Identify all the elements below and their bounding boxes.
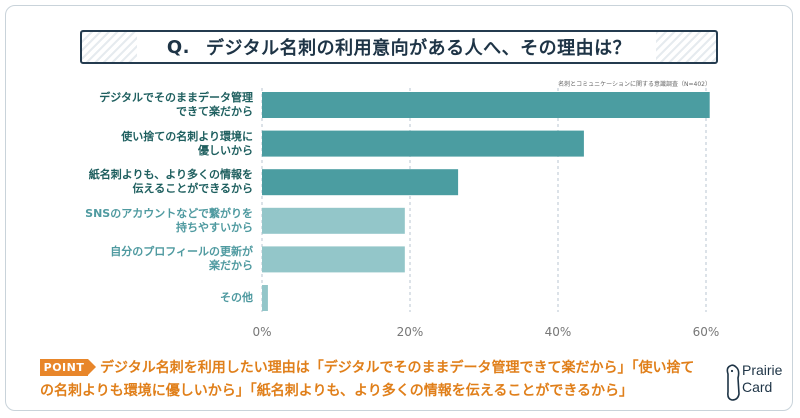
logo-line-2: Card: [742, 379, 773, 395]
bar-4: [262, 246, 405, 273]
bar-1: [262, 130, 584, 157]
x-tick-label: 0%: [252, 325, 271, 339]
bar-2: [262, 169, 459, 196]
x-tick-label: 40%: [545, 325, 572, 339]
category-label: 自分のプロフィールの更新が 楽だから: [110, 245, 253, 273]
point-line-2: の名刺よりも環境に優しいから」「紙名刺よりも、より多くの情報を伝えることができる…: [40, 383, 634, 399]
category-label: その他: [220, 291, 253, 304]
category-label: SNSのアカウントなどで繋がりを 持ちやすいから: [85, 206, 253, 234]
question-label: Q.: [166, 36, 190, 58]
bar-3: [262, 207, 405, 234]
logo-line-1: Prairie: [742, 362, 783, 378]
bar-0: [262, 92, 710, 118]
bar-5: [262, 285, 268, 311]
point-line-1: デジタル名刺を利用したい理由は「デジタルでそのままデータ管理できて楽だから」「使…: [100, 360, 695, 376]
prairie-card-logo: Prairie Card: [724, 360, 790, 406]
category-label: 使い捨ての名刺より環境に 優しいから: [121, 129, 253, 157]
question-text: デジタル名刺の利用意向がある人へ、その理由は？: [206, 38, 632, 59]
x-tick-label: 60%: [693, 325, 720, 339]
outer-frame: [5, 5, 793, 411]
owl-icon: [726, 364, 740, 401]
x-tick-label: 20%: [397, 325, 424, 339]
question-title: Q. デジタル名刺の利用意向がある人へ、その理由は？: [80, 30, 718, 64]
category-label: デジタルでそのままデータ管理 できて楽だから: [99, 91, 253, 118]
category-label: 紙名刺よりも、より多くの情報を 伝えることができるから: [88, 168, 253, 196]
logo-text: Prairie Card: [742, 362, 782, 396]
survey-source: 名刺とコミュニケーションに関する意識調査（N=402）: [558, 81, 711, 88]
point-tag: POINT: [40, 359, 96, 376]
